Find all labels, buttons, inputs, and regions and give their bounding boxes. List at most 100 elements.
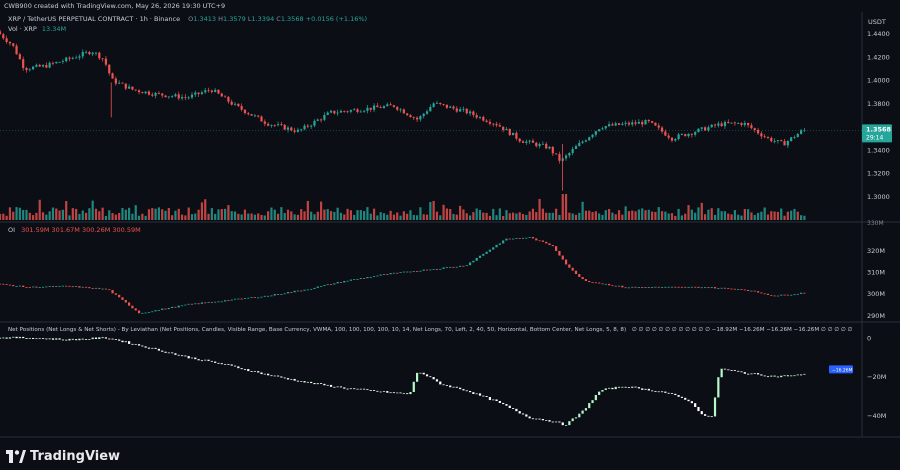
oi-candle	[555, 246, 558, 251]
netpos-candle	[485, 396, 488, 398]
price-candle	[776, 140, 780, 142]
oi-candle	[703, 287, 707, 289]
oi-candle	[88, 287, 91, 289]
price-candle	[319, 119, 323, 121]
netpos-candle	[5, 337, 8, 339]
oi-candle	[339, 282, 343, 283]
oi-candle	[200, 302, 204, 304]
price-candle	[91, 52, 94, 55]
oi-candle	[564, 259, 568, 265]
oi-candle	[690, 286, 693, 288]
oi-candle	[154, 310, 157, 312]
netpos-candle	[713, 397, 717, 417]
price-candle	[538, 144, 541, 147]
volume-bar	[677, 208, 680, 220]
price-candle	[462, 108, 465, 110]
oi-candle	[220, 301, 223, 303]
price-candle	[303, 125, 306, 130]
price-candle	[22, 59, 25, 69]
oi-candle	[406, 271, 409, 273]
netpos-candle	[555, 421, 558, 423]
volume-bar	[303, 211, 306, 220]
price-candle	[783, 141, 786, 146]
price-candle	[657, 125, 660, 128]
netpos-candle	[310, 381, 313, 384]
netpos-candle	[174, 353, 177, 355]
oi-candle	[84, 286, 88, 288]
volume-bar	[273, 209, 276, 220]
price-candle	[406, 113, 409, 116]
netpos-pane[interactable]	[0, 336, 806, 426]
price-candle	[409, 115, 412, 118]
volume-bar	[38, 199, 41, 220]
oi-candle	[45, 286, 48, 288]
oi-candle	[756, 291, 760, 293]
price-candle	[555, 153, 558, 155]
oi-candle	[525, 237, 528, 239]
oi-candle	[511, 238, 515, 240]
oi-candle	[435, 268, 439, 270]
netpos-candle	[756, 373, 760, 375]
oi-pane[interactable]	[0, 237, 806, 314]
volume-bar	[617, 210, 621, 220]
volume-bar	[104, 215, 108, 220]
netpos-label: Net Positions (Net Longs & Net Shorts) -…	[8, 327, 627, 333]
volume-bar	[796, 211, 799, 220]
volume-bar	[402, 211, 405, 220]
price-pane[interactable]	[0, 29, 862, 191]
oi-candle	[548, 243, 551, 246]
oi-candle	[250, 297, 253, 298]
netpos-candle	[144, 346, 147, 348]
price-candle	[171, 96, 174, 97]
price-candle	[18, 54, 21, 60]
countdown-label: 29:14	[866, 134, 883, 141]
oi-candle	[710, 287, 713, 288]
volume-pane	[0, 194, 806, 220]
price-candle	[101, 58, 104, 60]
netpos-candle	[617, 386, 621, 388]
volume-bar	[243, 209, 247, 220]
volume-bar	[217, 209, 220, 220]
oi-legend[interactable]: OI 301.59M 301.67M 300.26M 300.59M	[8, 226, 141, 234]
netpos-legend[interactable]: Net Positions (Net Longs & Net Shorts) -…	[8, 327, 852, 333]
volume-bar	[697, 207, 700, 220]
price-candle	[293, 130, 296, 132]
price-candle	[773, 141, 776, 142]
volume-bar	[621, 214, 624, 220]
volume-legend[interactable]: Vol · XRP 13.34M	[8, 25, 66, 33]
price-candle	[690, 133, 693, 135]
oi-candle	[455, 266, 458, 268]
volume-bar	[61, 209, 64, 220]
price-candle	[124, 83, 127, 89]
volume-bar	[601, 214, 604, 220]
netpos-candle	[727, 369, 730, 371]
netpos-candle	[720, 368, 723, 378]
netpos-candle	[180, 355, 184, 357]
price-candle	[468, 111, 472, 114]
price-candle	[498, 125, 501, 127]
price-candle	[207, 90, 210, 92]
oi-candle	[498, 243, 501, 245]
tradingview-logo[interactable]: TradingView	[6, 449, 120, 464]
price-candle	[32, 66, 35, 70]
price-candle	[508, 128, 511, 136]
last-price-label: 1.3568	[866, 125, 892, 133]
netpos-candle	[253, 371, 256, 372]
netpos-candle	[247, 369, 250, 372]
netpos-candle	[45, 338, 48, 340]
oi-candle	[578, 274, 581, 277]
volume-bar	[598, 213, 601, 220]
netpos-candle	[733, 370, 736, 371]
volume-bar	[660, 211, 664, 220]
volume-bar	[78, 213, 81, 220]
oi-candle	[680, 286, 684, 288]
oi-candle	[260, 296, 263, 298]
oi-candle	[58, 285, 61, 287]
symbol-legend[interactable]: XRP / TetherUS PERPETUAL CONTRACT · 1h ·…	[8, 15, 367, 23]
netpos-candle	[482, 395, 485, 397]
netpos-candle	[18, 336, 21, 339]
oi-candle	[409, 271, 412, 273]
oi-candle	[303, 289, 306, 291]
price-candle	[376, 105, 379, 108]
netpos-candle	[531, 418, 535, 420]
